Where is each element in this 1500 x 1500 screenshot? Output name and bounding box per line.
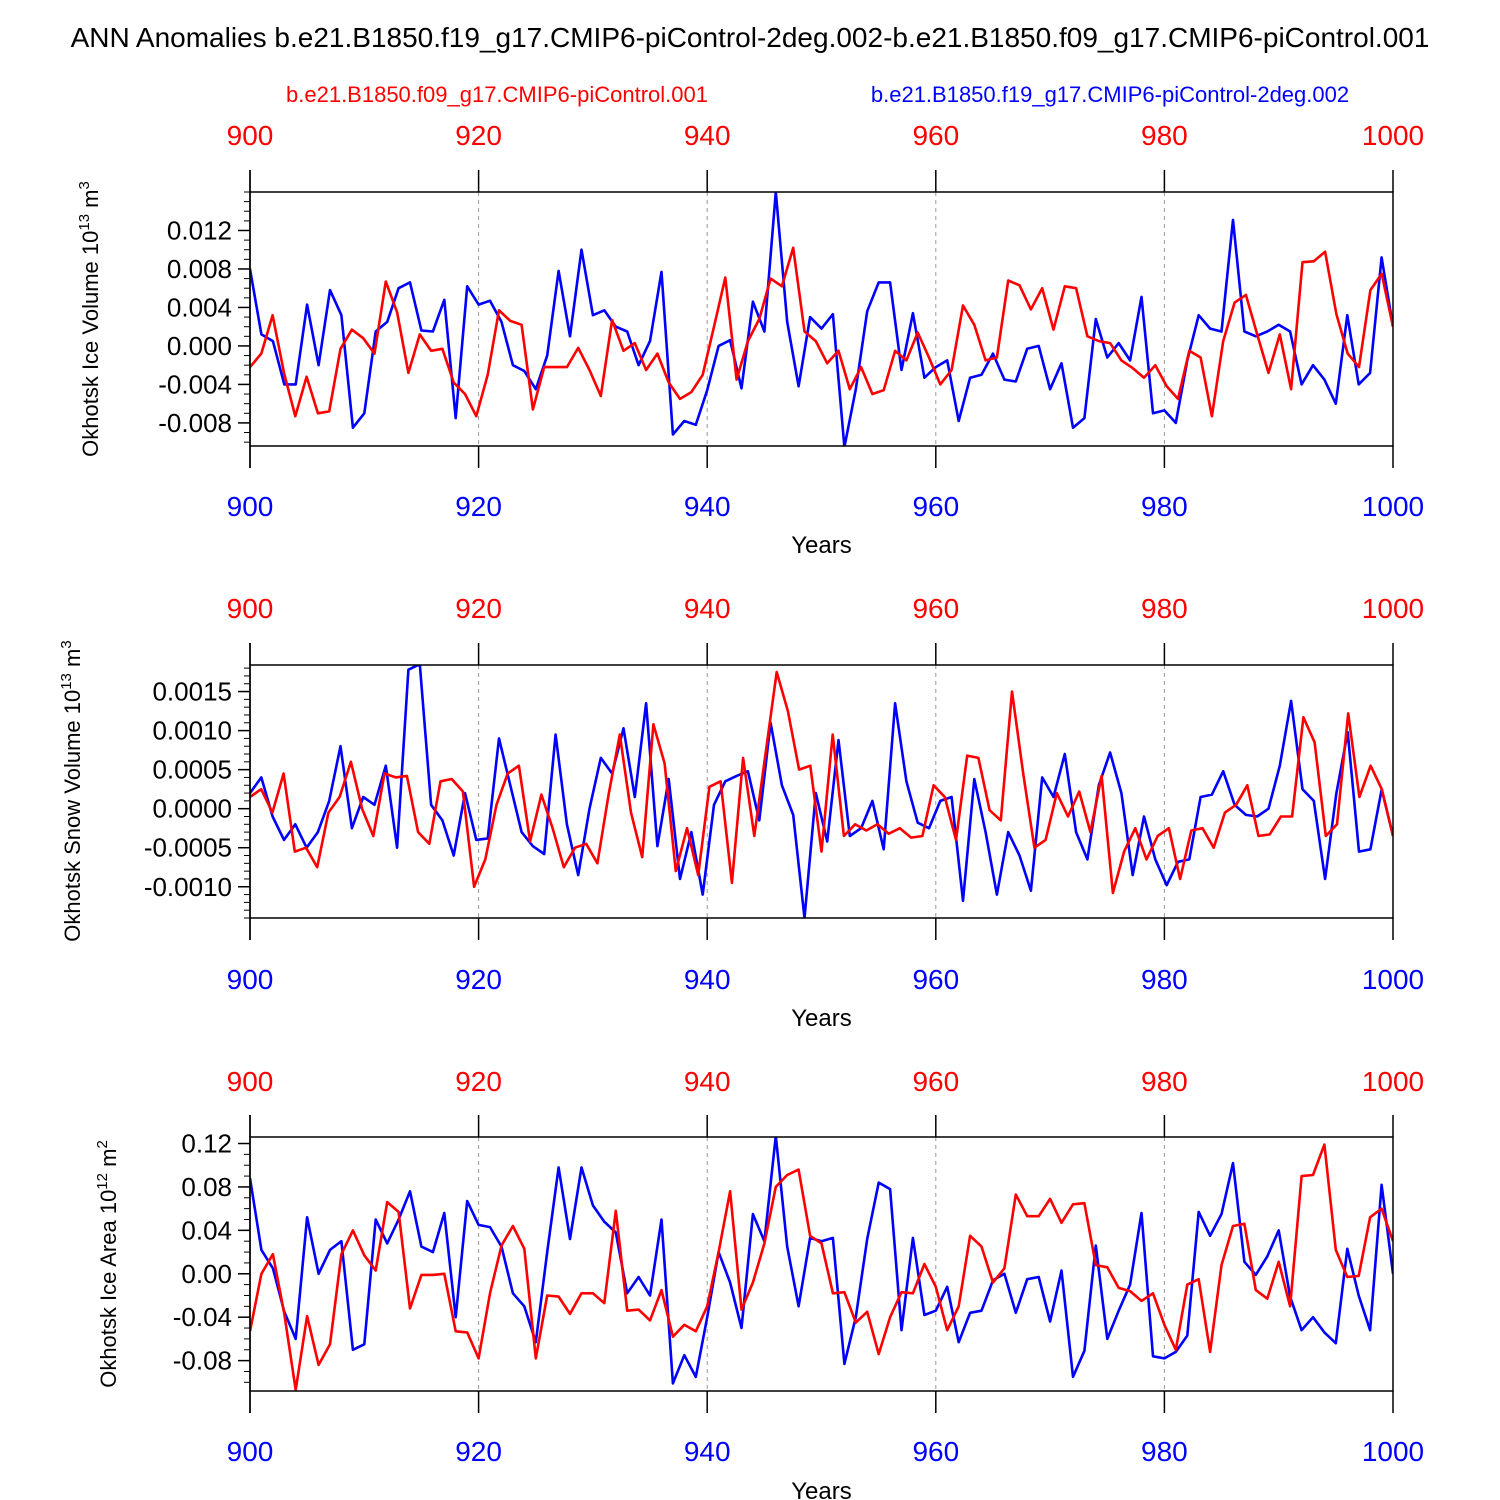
y-axis-label-unit-exponent: 3 bbox=[76, 181, 93, 189]
y-tick-label: -0.0005 bbox=[144, 833, 232, 863]
y-tick-label: 0.0005 bbox=[152, 755, 232, 785]
y-axis-label: Okhotsk Ice Area 1012 m2 bbox=[94, 1140, 121, 1388]
x-tick-label-bottom: 960 bbox=[912, 1436, 959, 1467]
y-tick-label: 0.0000 bbox=[152, 794, 232, 824]
series-line-red bbox=[250, 670, 1393, 895]
x-tick-label-top: 940 bbox=[684, 1066, 731, 1097]
x-axis-label: Years bbox=[791, 532, 852, 559]
x-tick-label-top: 960 bbox=[912, 593, 959, 624]
x-tick-label-top: 920 bbox=[455, 120, 502, 151]
x-tick-label-bottom: 900 bbox=[227, 491, 274, 522]
y-axis-label-main: Okhotsk Ice Volume 10 bbox=[78, 231, 103, 457]
x-tick-label-bottom: 960 bbox=[912, 964, 959, 995]
panel-ice-area: -0.08 -0.04 0.00 0.04 0.08 0.12 900 900 920 920 94… bbox=[94, 1066, 1424, 1500]
x-tick-label-bottom: 920 bbox=[455, 1436, 502, 1467]
y-tick-label: -0.0010 bbox=[144, 872, 232, 902]
y-axis-label-exponent: 13 bbox=[76, 214, 93, 231]
y-axis-label-unit: m bbox=[96, 1149, 121, 1173]
y-tick-label: 0.008 bbox=[167, 254, 232, 284]
x-tick-label-bottom: 980 bbox=[1141, 964, 1188, 995]
x-tick-label-top: 900 bbox=[227, 1066, 274, 1097]
y-axis-label-exponent: 13 bbox=[58, 673, 75, 690]
x-tick-label-top: 1000 bbox=[1362, 593, 1424, 624]
x-tick-label-bottom: 980 bbox=[1141, 1436, 1188, 1467]
y-axis-label-unit-exponent: 3 bbox=[58, 640, 75, 648]
x-tick-label-top: 1000 bbox=[1362, 120, 1424, 151]
x-tick-label-top: 960 bbox=[912, 120, 959, 151]
figure-title: ANN Anomalies b.e21.B1850.f19_g17.CMIP6-… bbox=[71, 22, 1430, 53]
x-tick-label-bottom: 1000 bbox=[1362, 491, 1424, 522]
x-tick-label-top: 940 bbox=[684, 593, 731, 624]
y-axis-label: Okhotsk Snow Volume 1013 m3 bbox=[58, 640, 85, 941]
y-tick-label: -0.004 bbox=[158, 369, 232, 399]
series-line-blue bbox=[250, 1137, 1393, 1385]
x-tick-label-top: 940 bbox=[684, 120, 731, 151]
y-axis-label-main: Okhotsk Snow Volume 10 bbox=[60, 690, 85, 942]
x-tick-label-bottom: 940 bbox=[684, 1436, 731, 1467]
legend-red-label: b.e21.B1850.f09_g17.CMIP6-piControl.001 bbox=[286, 82, 708, 107]
x-tick-label-bottom: 940 bbox=[684, 491, 731, 522]
series-line-blue bbox=[250, 665, 1393, 918]
y-tick-label: 0.000 bbox=[167, 331, 232, 361]
series-line-blue bbox=[250, 192, 1393, 446]
y-axis-label: Okhotsk Ice Volume 1013 m3 bbox=[76, 181, 103, 457]
y-tick-label: 0.08 bbox=[181, 1172, 232, 1202]
y-axis-label-unit: m bbox=[78, 189, 103, 213]
y-tick-label: 0.012 bbox=[167, 215, 232, 245]
y-tick-label: 0.00 bbox=[181, 1259, 232, 1289]
x-tick-label-top: 920 bbox=[455, 1066, 502, 1097]
x-tick-label-top: 920 bbox=[455, 593, 502, 624]
x-tick-label-bottom: 920 bbox=[455, 964, 502, 995]
x-tick-label-bottom: 900 bbox=[227, 964, 274, 995]
x-tick-label-top: 900 bbox=[227, 593, 274, 624]
x-tick-label-bottom: 920 bbox=[455, 491, 502, 522]
series-line-red bbox=[250, 1143, 1393, 1391]
y-tick-label: 0.004 bbox=[167, 292, 232, 322]
y-tick-label: -0.008 bbox=[158, 408, 232, 438]
y-tick-label: 0.0015 bbox=[152, 677, 232, 707]
x-tick-label-bottom: 1000 bbox=[1362, 964, 1424, 995]
series-line-red bbox=[250, 246, 1393, 418]
panel-ice-volume: -0.008 -0.004 0.000 0.004 0.008 0.012 900 900 92… bbox=[76, 120, 1424, 559]
x-tick-label-bottom: 980 bbox=[1141, 491, 1188, 522]
x-tick-label-bottom: 1000 bbox=[1362, 1436, 1424, 1467]
plot-frame bbox=[249, 664, 1394, 919]
y-axis-label-unit: m bbox=[60, 649, 85, 673]
x-tick-label-top: 980 bbox=[1141, 593, 1188, 624]
x-tick-label-top: 1000 bbox=[1362, 1066, 1424, 1097]
x-tick-label-bottom: 960 bbox=[912, 491, 959, 522]
y-tick-label: -0.08 bbox=[173, 1346, 232, 1376]
y-tick-label: 0.04 bbox=[181, 1215, 232, 1245]
legend-blue-label: b.e21.B1850.f19_g17.CMIP6-piControl-2deg… bbox=[871, 82, 1349, 107]
y-tick-label: 0.12 bbox=[181, 1129, 232, 1159]
x-tick-label-top: 980 bbox=[1141, 120, 1188, 151]
y-tick-label: -0.04 bbox=[173, 1302, 232, 1332]
x-tick-label-bottom: 900 bbox=[227, 1436, 274, 1467]
x-tick-label-top: 980 bbox=[1141, 1066, 1188, 1097]
x-tick-label-bottom: 940 bbox=[684, 964, 731, 995]
y-axis-label-exponent: 12 bbox=[94, 1173, 111, 1190]
y-tick-label: 0.0010 bbox=[152, 716, 232, 746]
x-tick-label-top: 960 bbox=[912, 1066, 959, 1097]
x-axis-label: Years bbox=[791, 1478, 852, 1500]
y-axis-label-unit-exponent: 2 bbox=[94, 1140, 111, 1148]
y-axis-label-main: Okhotsk Ice Area 10 bbox=[96, 1190, 121, 1388]
x-tick-label-top: 900 bbox=[227, 120, 274, 151]
panel-snow-volume: -0.0010 -0.0005 0.0000 0.0005 0.0010 0.0015 90… bbox=[58, 593, 1424, 1032]
x-axis-label: Years bbox=[791, 1005, 852, 1032]
